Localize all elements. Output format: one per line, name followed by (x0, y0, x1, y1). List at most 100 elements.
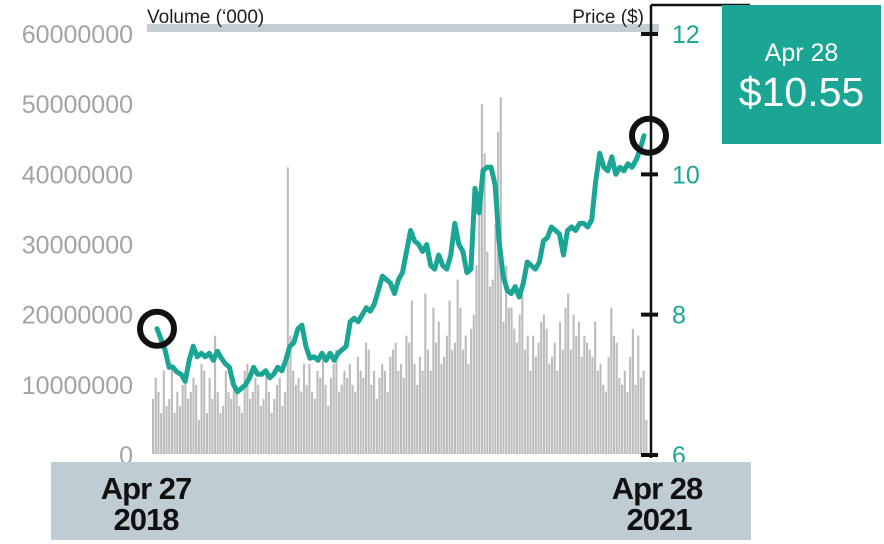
volume-bar (254, 377, 257, 455)
volume-bar (346, 377, 349, 455)
volume-bar (529, 370, 532, 455)
volume-bar (588, 349, 591, 455)
volume-bar (497, 132, 500, 456)
volume-bar (184, 370, 187, 455)
volume-bar (332, 363, 335, 455)
callout-price: $10.55 (738, 69, 865, 115)
volume-bar (470, 328, 473, 455)
volume-bar (168, 398, 171, 455)
volume-bar (631, 328, 634, 455)
volume-bar (559, 321, 562, 455)
volume-bar (524, 349, 527, 455)
volume-bar (548, 363, 551, 455)
volume-bar (567, 293, 570, 455)
volume-bar (472, 314, 475, 455)
volume-bar (359, 370, 362, 455)
volume-bar (621, 384, 624, 455)
volume-bar (596, 370, 599, 455)
volume-bar (389, 356, 392, 455)
start-year-label: 2018 (114, 502, 180, 537)
volume-bar (373, 370, 376, 455)
volume-bar (413, 363, 416, 455)
volume-bar (532, 335, 535, 455)
volume-bar (553, 342, 556, 455)
volume-bars (152, 97, 648, 456)
volume-bar (187, 398, 190, 455)
volume-bar (612, 335, 616, 455)
volume-bar (324, 384, 327, 455)
volume-bar (232, 377, 235, 455)
volume-bar (273, 398, 276, 455)
volume-bar (216, 391, 219, 455)
volume-bar (262, 398, 265, 455)
volume-bar (459, 307, 462, 455)
volume-bar (410, 300, 413, 455)
volume-bar (200, 363, 203, 455)
volume-bar (502, 321, 505, 455)
price-axis-title: Price ($) (572, 7, 644, 28)
volume-bar (443, 356, 446, 455)
volume-bar (340, 384, 343, 455)
volume-bar (305, 384, 308, 455)
volume-bar (195, 384, 198, 455)
volume-bar (405, 335, 408, 455)
volume-bar (227, 391, 230, 455)
price-tick-label: 10 (672, 161, 700, 189)
volume-bar (338, 391, 341, 455)
volume-bar (178, 405, 182, 455)
volume-bar (505, 265, 508, 455)
volume-bar (230, 398, 233, 455)
volume-bar (416, 384, 419, 455)
volume-bar (542, 314, 545, 455)
start-price-marker (137, 308, 177, 349)
volume-bar (586, 342, 589, 455)
volume-bar (534, 356, 537, 455)
volume-axis-ticks: 60000000 50000000 40000000 30000000 20000000… (22, 21, 133, 470)
volume-bar (561, 349, 564, 455)
volume-bar (634, 384, 637, 455)
volume-bar (513, 328, 516, 455)
volume-bar (637, 335, 640, 455)
volume-bar (491, 279, 494, 455)
volume-bar (402, 377, 405, 455)
volume-bar (276, 384, 279, 455)
volume-bar (591, 356, 594, 455)
volume-bar (607, 356, 610, 455)
volume-bar (348, 363, 351, 455)
volume-bar (235, 384, 238, 455)
volume-bar (583, 335, 586, 455)
volume-bar (292, 370, 295, 455)
volume-bar (170, 363, 173, 455)
end-year-label: 2021 (627, 502, 693, 537)
volume-bar (203, 370, 206, 455)
volume-bar (386, 391, 389, 455)
volume-bar (408, 342, 411, 455)
volume-bar (526, 335, 529, 455)
price-line (154, 133, 647, 395)
volume-bar (319, 377, 322, 455)
volume-tick-label: 60000000 (22, 21, 133, 49)
volume-bar (494, 223, 497, 455)
volume-bar (278, 377, 281, 455)
volume-bar (364, 342, 368, 455)
volume-tick-label: 20000000 (22, 302, 133, 330)
volume-tick-label: 40000000 (22, 161, 133, 189)
volume-bar (645, 419, 648, 455)
volume-bar (464, 335, 467, 455)
volume-bar (569, 349, 572, 455)
volume-bar (173, 412, 176, 455)
volume-bar (160, 412, 163, 455)
volume-bar (572, 314, 575, 455)
volume-bar (267, 391, 271, 455)
volume-bar (362, 377, 365, 455)
volume-bar (445, 335, 448, 455)
baseline (147, 454, 655, 457)
volume-bar (602, 384, 605, 455)
volume-bar (354, 391, 357, 455)
volume-tick-label: 30000000 (22, 232, 133, 260)
volume-bar (556, 370, 559, 455)
volume-bar (577, 321, 581, 455)
volume-bar (251, 391, 254, 455)
volume-bar (157, 391, 160, 455)
volume-bar (222, 405, 225, 455)
